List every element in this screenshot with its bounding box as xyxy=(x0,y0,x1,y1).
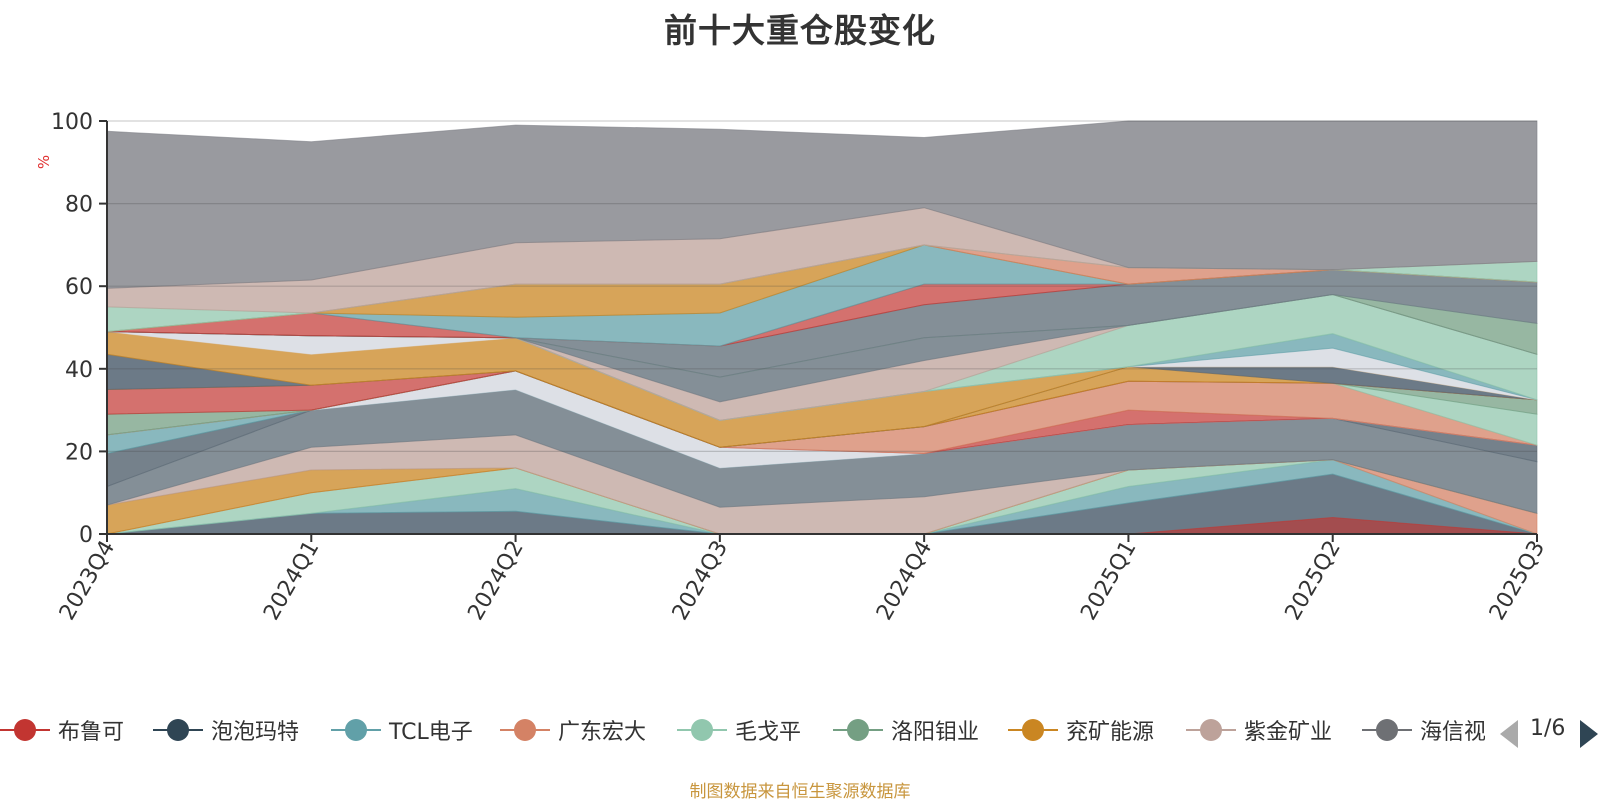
grid-lines xyxy=(107,120,1537,452)
legend-item[interactable]: 广东宏大 xyxy=(500,710,646,750)
y-tick-label: 100 xyxy=(51,110,93,135)
area-band-32 xyxy=(106,120,1538,289)
x-tick-label: 2024Q2 xyxy=(463,537,528,625)
y-tick-label: 0 xyxy=(79,523,93,548)
legend-label: TCL电子 xyxy=(389,720,473,745)
legend-marker-icon xyxy=(1362,715,1412,745)
legend-marker-icon xyxy=(833,715,883,745)
area-bands xyxy=(106,120,1538,535)
legend-marker-icon xyxy=(1186,715,1236,745)
legend-item[interactable]: TCL电子 xyxy=(331,710,473,750)
legend-label: 紫金矿业 xyxy=(1244,720,1333,745)
legend-label: 兖矿能源 xyxy=(1066,720,1155,745)
legend-label: 毛戈平 xyxy=(735,720,802,745)
y-axis-label: % xyxy=(35,155,53,169)
y-tick-label: 20 xyxy=(65,440,93,465)
legend-label: 布鲁可 xyxy=(58,720,125,745)
x-tick-label: 2024Q3 xyxy=(668,537,733,625)
legend-item[interactable]: 泡泡玛特 xyxy=(153,710,299,750)
legend-marker-icon xyxy=(0,715,50,745)
legend-label: 泡泡玛特 xyxy=(211,720,300,745)
y-tick-label: 80 xyxy=(65,193,93,218)
chart-title: 前十大重仓股变化 xyxy=(664,11,936,50)
legend-label: 海信视 xyxy=(1420,720,1485,745)
legend-item[interactable]: 布鲁可 xyxy=(0,710,124,750)
legend-item[interactable]: 洛阳钼业 xyxy=(833,710,979,750)
legend-marker-icon xyxy=(331,715,381,745)
legend-item[interactable]: 毛戈平 xyxy=(677,710,801,750)
legend-marker-icon xyxy=(500,715,550,745)
pager-next-icon[interactable] xyxy=(1580,720,1598,748)
x-tick-label: 2023Q4 xyxy=(55,537,120,625)
legend-marker-icon xyxy=(1008,715,1058,745)
x-tick-label: 2025Q3 xyxy=(1485,537,1550,625)
x-tick-label: 2024Q1 xyxy=(259,537,324,625)
axes xyxy=(99,120,1538,542)
x-tick-label: 2025Q1 xyxy=(1076,537,1141,625)
legend-pager: 1/6 xyxy=(1500,716,1600,750)
pager-text: 1/6 xyxy=(1530,716,1566,741)
legend-marker-icon xyxy=(677,715,727,745)
x-tick-label: 2025Q2 xyxy=(1281,537,1346,625)
footnote: 制图数据来自恒生聚源数据库 xyxy=(689,782,911,802)
legend: 布鲁可 泡泡玛特 TCL电子 广东宏大 毛戈平 洛阳钼业 兖矿能源 紫金矿业 海信视 xyxy=(0,710,1485,750)
legend-marker-icon xyxy=(153,715,203,745)
x-tick-label: 2024Q4 xyxy=(872,537,937,625)
legend-item[interactable]: 紫金矿业 xyxy=(1186,710,1332,750)
y-tick-label: 40 xyxy=(65,358,93,383)
legend-label: 洛阳钼业 xyxy=(891,720,980,745)
y-tick-label: 60 xyxy=(65,275,93,300)
legend-item[interactable]: 兖矿能源 xyxy=(1008,710,1154,750)
legend-label: 广东宏大 xyxy=(558,720,647,745)
legend-item[interactable]: 海信视 xyxy=(1362,710,1485,750)
pager-prev-icon[interactable] xyxy=(1500,720,1518,748)
